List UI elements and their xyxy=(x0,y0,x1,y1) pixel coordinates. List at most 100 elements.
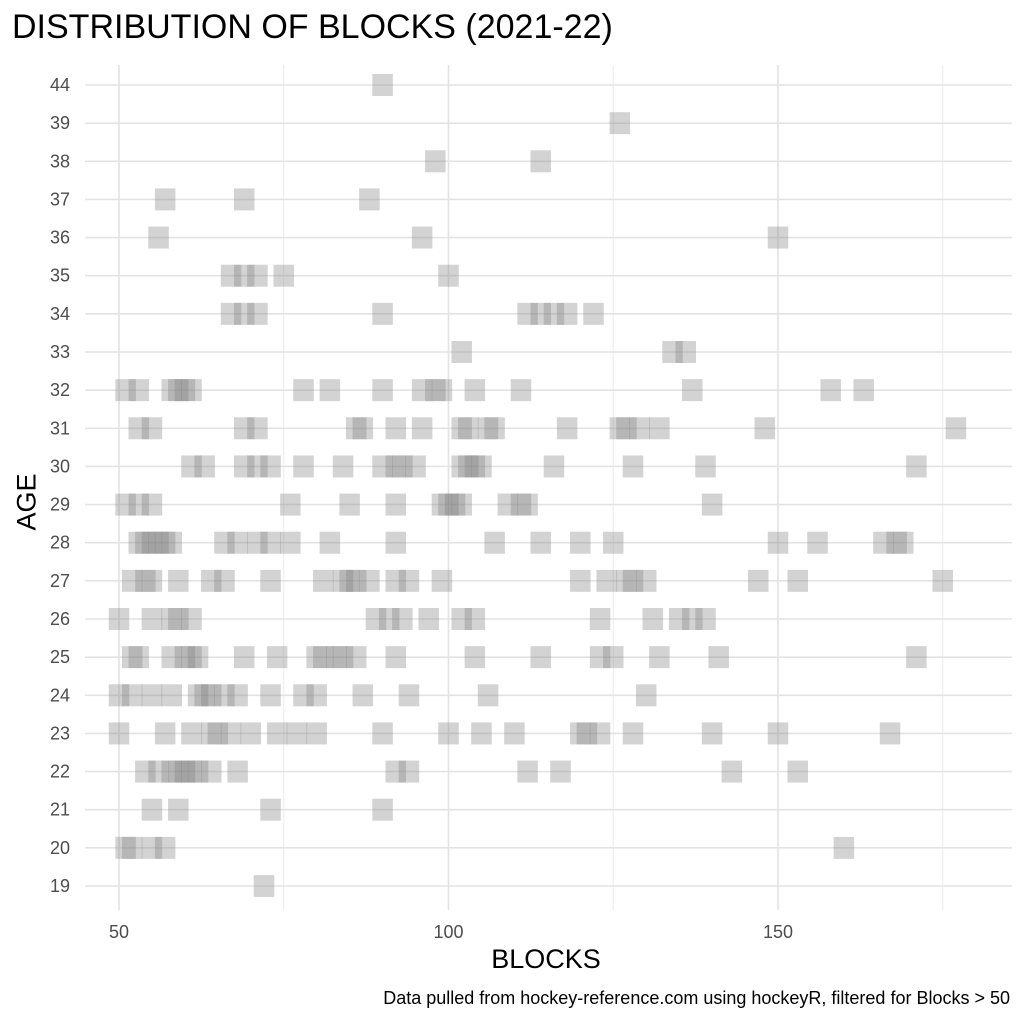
data-point xyxy=(247,264,268,287)
data-point xyxy=(352,684,374,707)
data-point xyxy=(458,455,479,478)
data-point xyxy=(332,646,354,669)
data-point xyxy=(187,646,209,669)
data-point xyxy=(484,417,505,440)
data-point xyxy=(629,417,650,440)
data-point xyxy=(293,684,314,707)
data-point xyxy=(168,379,189,402)
data-point xyxy=(622,722,644,745)
data-point xyxy=(161,646,182,669)
y-tick-label: 31 xyxy=(50,418,70,438)
data-point xyxy=(787,569,809,592)
data-point xyxy=(319,531,341,554)
data-point xyxy=(675,341,696,363)
data-point xyxy=(372,379,393,402)
data-point xyxy=(365,608,387,630)
data-point xyxy=(201,722,222,745)
data-point xyxy=(121,646,143,669)
data-point xyxy=(227,531,248,554)
y-tick-label: 20 xyxy=(50,838,70,858)
data-point xyxy=(543,302,565,325)
data-point xyxy=(721,760,743,783)
x-axis-title: BLOCKS xyxy=(491,944,601,974)
data-point xyxy=(339,569,360,592)
data-point xyxy=(807,531,828,554)
data-point xyxy=(589,608,611,630)
data-point xyxy=(767,531,789,554)
data-point xyxy=(220,722,242,745)
y-tick-label: 36 xyxy=(50,228,70,248)
data-point xyxy=(635,569,657,592)
data-point xyxy=(220,302,242,325)
data-point xyxy=(181,608,202,630)
y-tick-label: 21 xyxy=(50,800,70,820)
data-point xyxy=(280,493,301,516)
data-point xyxy=(477,417,499,440)
x-tick-labels: 50 100 150 xyxy=(109,922,793,942)
data-point xyxy=(220,264,242,287)
data-point xyxy=(451,417,472,440)
data-point xyxy=(385,531,407,554)
data-point xyxy=(141,569,163,592)
data-point xyxy=(194,684,215,707)
data-point xyxy=(233,264,255,287)
data-point xyxy=(879,722,901,745)
x-tick-label: 50 xyxy=(109,922,129,942)
data-point xyxy=(293,455,314,478)
data-point xyxy=(128,531,150,554)
data-point xyxy=(181,722,202,745)
data-point xyxy=(128,493,150,516)
data-point xyxy=(570,722,591,745)
data-point xyxy=(892,531,914,554)
data-point xyxy=(372,722,393,745)
data-point xyxy=(543,455,565,478)
y-tick-label: 22 xyxy=(50,762,70,782)
data-point xyxy=(306,684,327,707)
data-point xyxy=(517,493,538,516)
data-point xyxy=(411,226,433,249)
data-point xyxy=(372,455,393,478)
data-point xyxy=(451,341,472,363)
data-point xyxy=(906,455,927,478)
data-point xyxy=(115,836,136,859)
data-point xyxy=(668,608,690,630)
data-point xyxy=(451,493,472,516)
data-point xyxy=(293,379,314,402)
data-point xyxy=(556,302,578,325)
data-point xyxy=(477,684,499,707)
data-point xyxy=(385,455,407,478)
data-point xyxy=(662,341,683,363)
y-tick-label: 19 xyxy=(50,876,70,896)
data-point xyxy=(135,569,156,592)
data-point xyxy=(227,760,248,783)
data-point xyxy=(194,455,215,478)
data-point xyxy=(853,379,874,402)
y-tick-label: 27 xyxy=(50,571,70,591)
data-point xyxy=(201,569,222,592)
data-point xyxy=(181,760,202,783)
data-point xyxy=(886,531,907,554)
y-tick-label: 39 xyxy=(50,113,70,133)
y-tick-labels: 19 20 21 22 23 24 25 26 27 28 29 30 31 32 33 34 35 36 37 38… xyxy=(50,75,70,896)
data-point xyxy=(616,417,637,440)
data-point xyxy=(418,608,439,630)
data-point xyxy=(398,684,420,707)
data-point xyxy=(214,531,235,554)
data-point xyxy=(708,646,729,669)
data-point xyxy=(247,302,268,325)
data-point xyxy=(747,569,769,592)
data-point xyxy=(247,417,268,440)
data-point xyxy=(247,455,268,478)
data-point xyxy=(260,531,281,554)
data-point xyxy=(932,569,953,592)
data-point xyxy=(214,684,235,707)
data-point xyxy=(820,379,841,402)
data-point xyxy=(306,722,327,745)
data-point xyxy=(227,684,248,707)
data-point xyxy=(161,760,182,783)
data-point xyxy=(161,608,182,630)
data-point xyxy=(787,760,809,783)
data-point xyxy=(570,569,591,592)
data-point xyxy=(517,302,538,325)
